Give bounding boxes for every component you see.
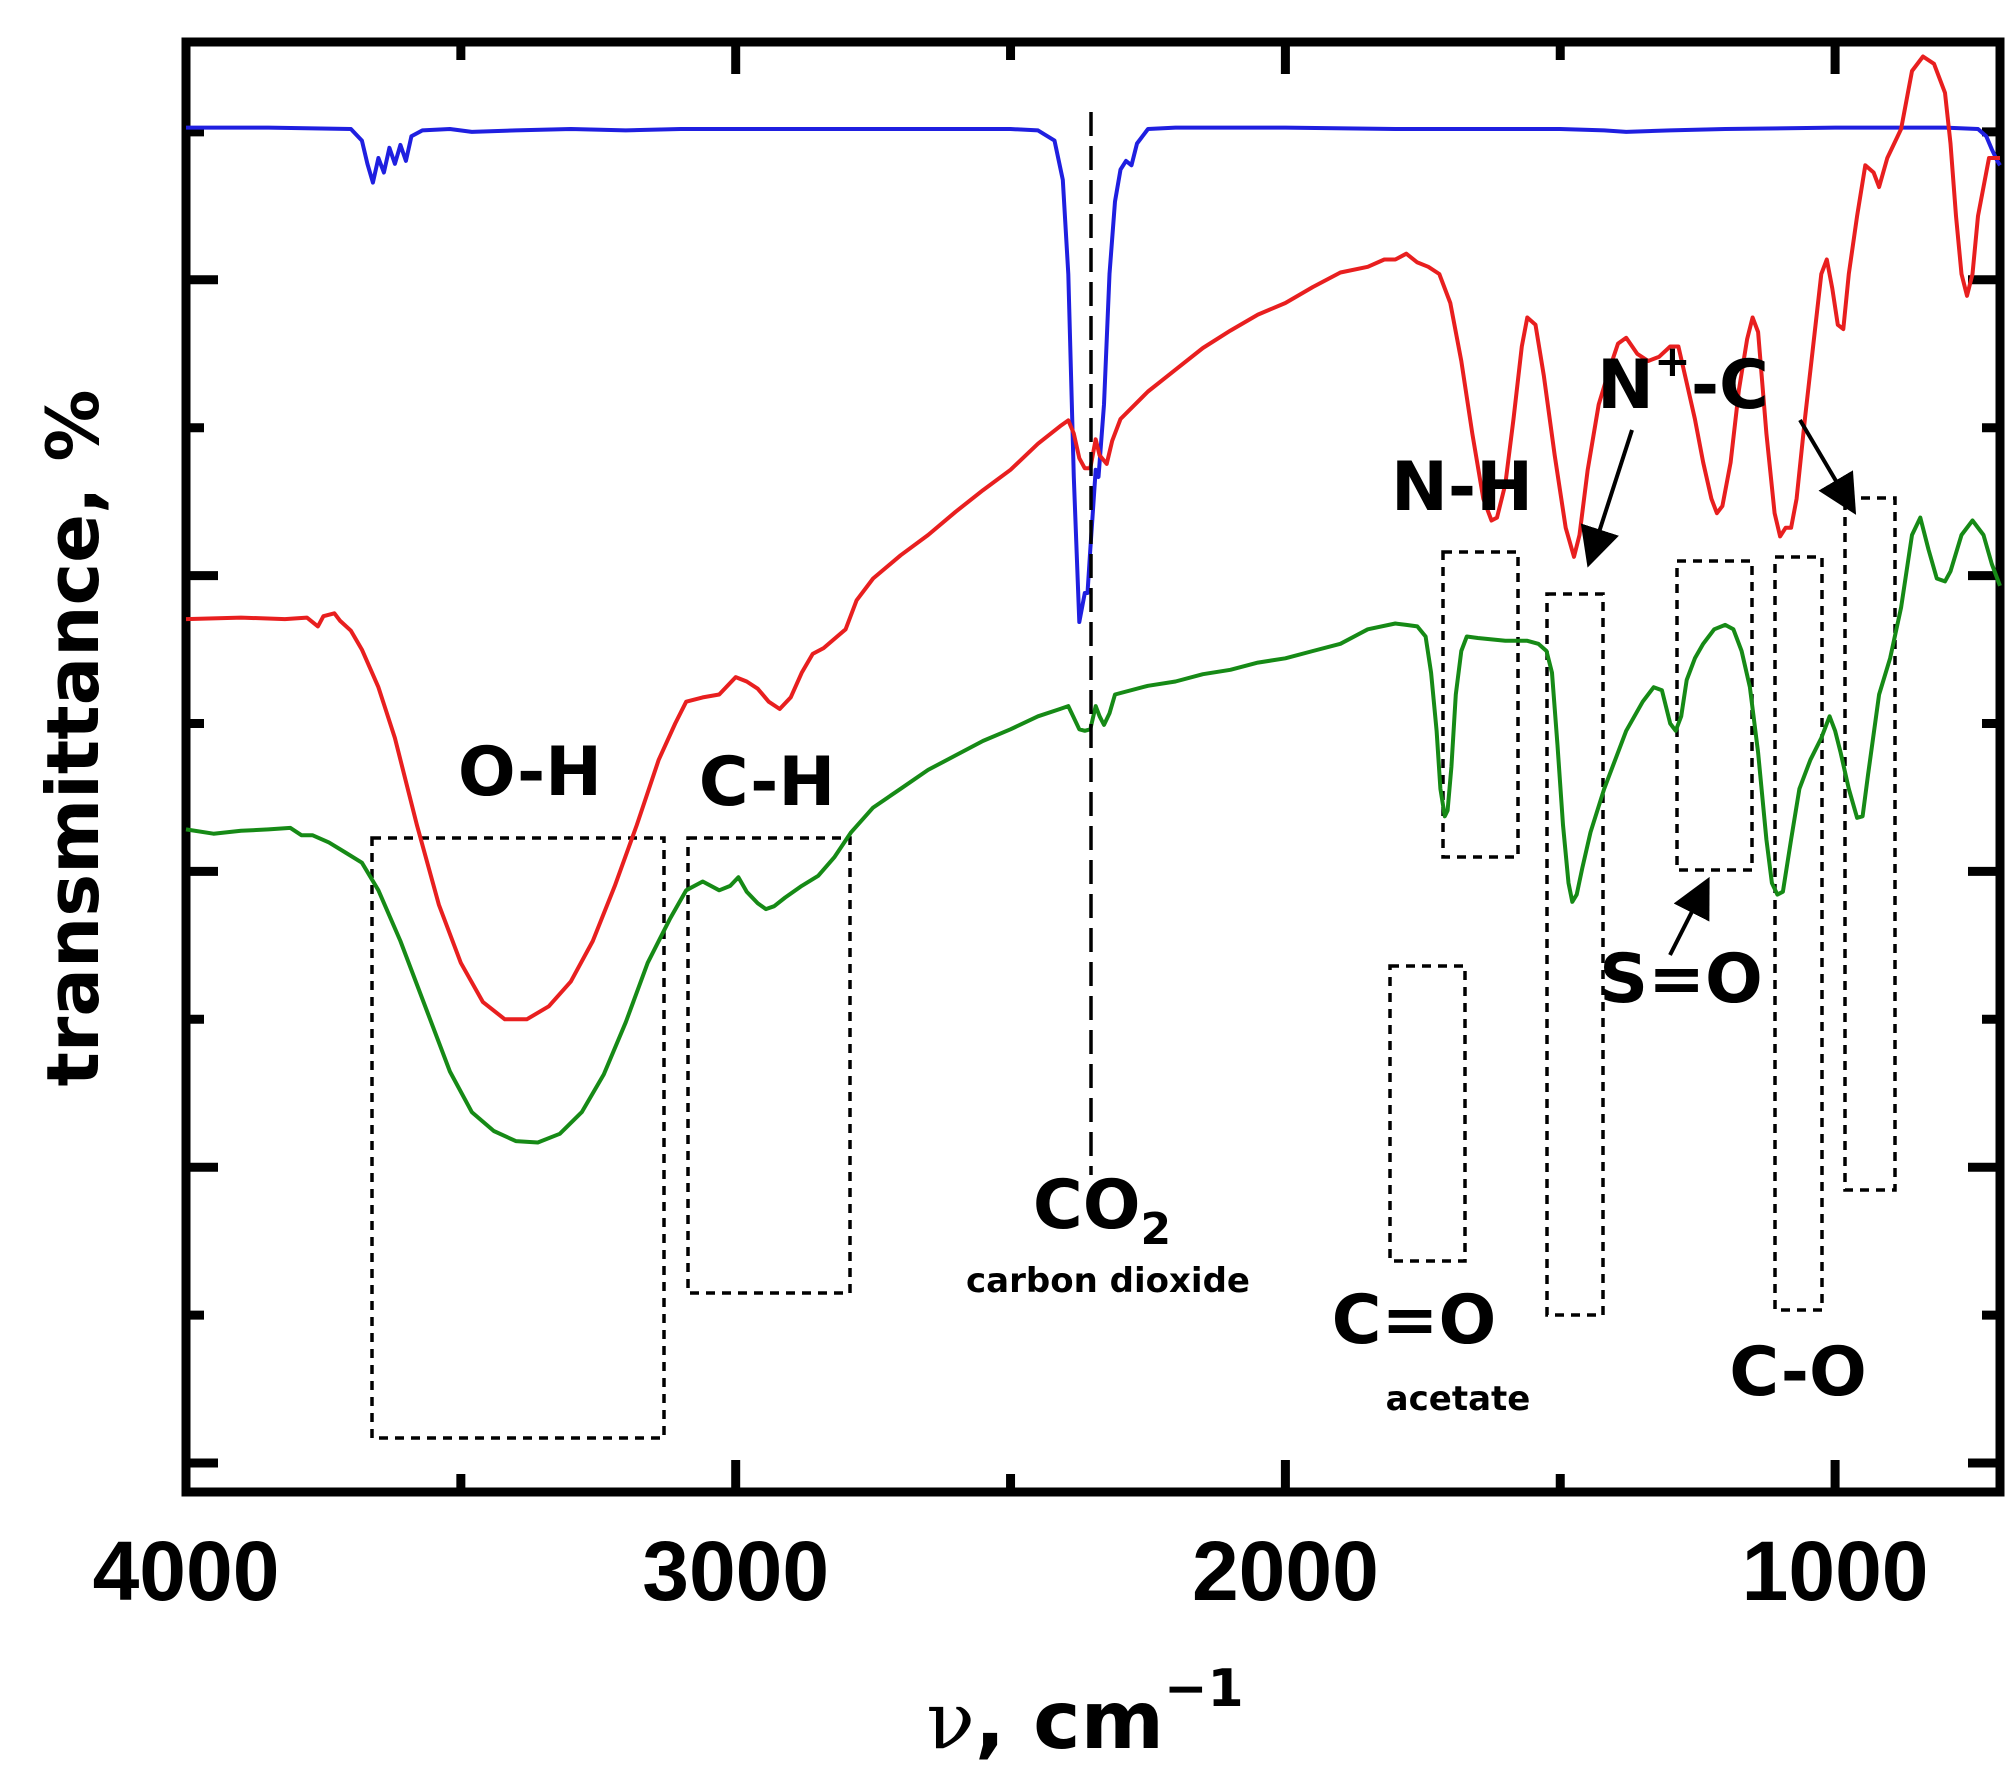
series-line-red-spectrum — [185, 54, 2000, 1022]
so-arrow — [1668, 876, 1710, 956]
plot-frame — [181, 37, 2005, 1497]
spectra — [185, 54, 2002, 1145]
oh-region-box — [370, 836, 666, 1440]
s-double-o-label: S=O — [1599, 940, 1763, 1019]
acetate-caption: acetate — [1386, 1379, 1531, 1419]
x-tick-label-4000: 4000 — [93, 1524, 280, 1618]
c-o-label: C-O — [1729, 1333, 1867, 1412]
ch-region-box — [686, 836, 852, 1295]
x-tick-label-1000: 1000 — [1742, 1524, 1929, 1618]
nh-label: N-H — [1391, 448, 1533, 527]
n-plus-c-region-box-1 — [1545, 592, 1605, 1317]
annotation-arrows — [1580, 418, 1857, 956]
series-line-green-spectrum — [185, 515, 2002, 1145]
c-o-region-box — [1773, 555, 1824, 1312]
co-acetate-region-box — [1388, 964, 1467, 1263]
oh-label: O-H — [458, 733, 602, 812]
x-tick-label-2000: 2000 — [1192, 1524, 1379, 1618]
n-plus-c-arrow-2 — [1798, 418, 1857, 515]
ch-label: C-H — [699, 743, 836, 822]
n-plus-c-arrow-1 — [1580, 429, 1634, 568]
y-axis-title: transmittance, % — [31, 389, 115, 1086]
x-tick-label-3000: 3000 — [642, 1524, 829, 1618]
x-axis-title: ν, cm−1 — [926, 1659, 1243, 1767]
n-plus-c-label: N+-C — [1597, 336, 1769, 425]
co2-label: CO2 — [1033, 1166, 1171, 1255]
axis-ticks — [186, 42, 2000, 1492]
nh-region-box — [1441, 550, 1520, 859]
n-plus-c-region-box-2 — [1843, 496, 1897, 1192]
x-tick-labels: 4000 3000 2000 1000 — [93, 1524, 1929, 1618]
series-line-blue-spectrum — [186, 125, 2002, 624]
co2-caption: carbon dioxide — [966, 1261, 1250, 1301]
so-region-box — [1675, 559, 1754, 872]
c-double-o-label: C=O — [1332, 1281, 1497, 1360]
